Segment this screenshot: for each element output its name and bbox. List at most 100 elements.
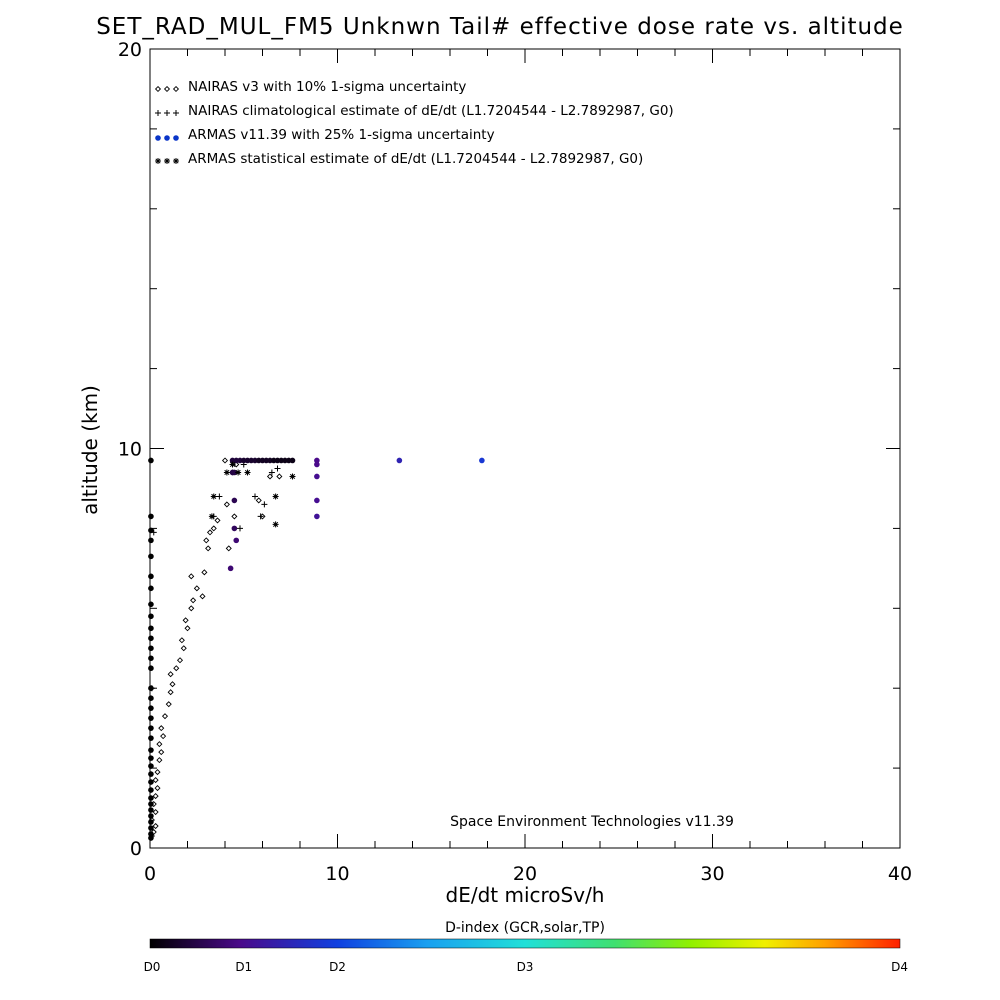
data-point-dot <box>148 537 154 544</box>
data-point-diamond <box>167 689 174 696</box>
colorbar-label: D2 <box>329 960 346 974</box>
colorbar <box>149 938 901 949</box>
data-point-diamond <box>161 713 169 720</box>
data-point-dot <box>148 807 154 813</box>
data-point-diamond <box>193 585 200 592</box>
data-point-dot <box>148 771 154 777</box>
data-point-diamond <box>255 497 262 504</box>
data-point-dot <box>289 457 296 464</box>
legend-marker <box>173 110 179 116</box>
data-point-dot <box>148 831 154 837</box>
data-point-dot <box>148 527 154 534</box>
data-point-diamond <box>182 617 189 624</box>
legend-entry: ARMAS statistical estimate of dE/dt (L1.… <box>155 151 643 167</box>
data-point-dot <box>314 497 320 504</box>
colorbar-label: D0 <box>144 960 161 974</box>
axis-tick-labels: 0 10 20 30 40 0 10 20 <box>118 39 912 885</box>
data-point-diamond <box>152 822 159 830</box>
legend-marker <box>155 158 161 164</box>
data-point-dot <box>148 835 154 841</box>
data-point-diamond <box>154 785 161 792</box>
data-point-plus <box>252 493 258 500</box>
data-point-dot <box>396 457 403 464</box>
data-point-diamond <box>221 457 229 464</box>
data-point-asterisk <box>208 513 215 520</box>
data-point-asterisk <box>223 469 230 476</box>
data-point-dot <box>148 625 154 632</box>
legend-marker <box>173 158 179 164</box>
credit-label: Space Environment Technologies v11.39 <box>450 814 734 830</box>
data-point-diamond <box>152 777 159 784</box>
data-point-dot <box>148 585 154 592</box>
data-point-plus <box>216 493 223 500</box>
data-point-plus <box>237 525 243 532</box>
data-point-dot <box>231 525 238 532</box>
data-point-dot <box>231 497 238 504</box>
legend-label: ARMAS statistical estimate of dE/dt (L1.… <box>188 151 643 167</box>
y-axis-title: altitude (km) <box>78 385 102 515</box>
legend-entry: NAIRAS climatological estimate of dE/dt … <box>155 103 674 119</box>
y-tick-label: 20 <box>118 39 142 61</box>
x-tick-label: 40 <box>888 863 912 885</box>
data-point-diamond <box>231 513 238 520</box>
data-point-diamond <box>201 569 208 576</box>
data-point-dot <box>148 613 154 620</box>
legend-label: NAIRAS v3 with 10% 1-sigma uncertainty <box>188 79 466 95</box>
data-point-dot <box>233 537 240 544</box>
data-point-diamond <box>158 725 165 732</box>
data-point-dot <box>148 601 154 608</box>
data-point-dot <box>148 645 154 652</box>
y-tick-label: 10 <box>118 439 142 461</box>
data-point-dot <box>148 755 154 761</box>
data-point-dot <box>148 553 154 560</box>
data-point-dot <box>148 695 154 701</box>
data-point-diamond <box>165 701 172 708</box>
data-point-dot <box>148 635 154 642</box>
data-point-dot <box>314 457 320 464</box>
legend-marker <box>154 85 162 93</box>
data-point-dot <box>148 825 154 831</box>
colorbar-label: D3 <box>517 960 534 974</box>
legend-marker <box>164 158 170 164</box>
data-point-diamond <box>266 473 274 480</box>
data-point-dot <box>314 473 320 480</box>
data-point-diamond <box>233 461 240 468</box>
data-point-diamond <box>223 501 230 508</box>
legend-marker <box>164 135 170 141</box>
data-point-dot <box>148 513 154 520</box>
legend-entry: ARMAS v11.39 with 25% 1-sigma uncertaint… <box>155 127 495 143</box>
colorbar-label: D1 <box>235 960 252 974</box>
data-point-asterisk <box>235 469 242 476</box>
data-point-plus <box>257 513 264 520</box>
data-point-asterisk <box>210 493 217 500</box>
data-point-dot <box>148 763 154 769</box>
data-point-diamond <box>173 665 180 672</box>
data-point-dot <box>314 513 320 520</box>
data-point-asterisk <box>244 469 251 476</box>
data-point-dot <box>148 655 154 662</box>
legend: NAIRAS v3 with 10% 1-sigma uncertainty NA… <box>154 79 674 167</box>
data-point-diamond <box>178 637 185 644</box>
data-point-diamond <box>214 517 221 524</box>
legend-entry: NAIRAS v3 with 10% 1-sigma uncertainty <box>154 79 466 95</box>
data-point-diamond <box>190 597 197 604</box>
data-point-dot <box>148 819 154 825</box>
x-axis-title: dE/dt microSv/h <box>446 883 605 907</box>
data-point-diamond <box>158 749 165 756</box>
data-point-diamond <box>160 733 167 740</box>
legend-label: NAIRAS climatological estimate of dE/dt … <box>188 103 674 119</box>
data-point-diamond <box>154 769 161 776</box>
legend-marker <box>164 110 170 116</box>
data-point-diamond <box>150 828 157 836</box>
data-point-dot <box>148 795 154 801</box>
legend-marker <box>172 85 180 93</box>
data-point-dot <box>227 565 234 572</box>
data-point-dot <box>148 725 154 731</box>
data-point-diamond <box>225 545 232 552</box>
data-point-dot <box>148 787 154 793</box>
data-point-dot <box>148 457 154 464</box>
data-point-dot <box>148 801 154 807</box>
legend-marker <box>173 135 179 141</box>
data-point-diamond <box>156 757 163 764</box>
data-point-asterisk <box>229 461 236 468</box>
